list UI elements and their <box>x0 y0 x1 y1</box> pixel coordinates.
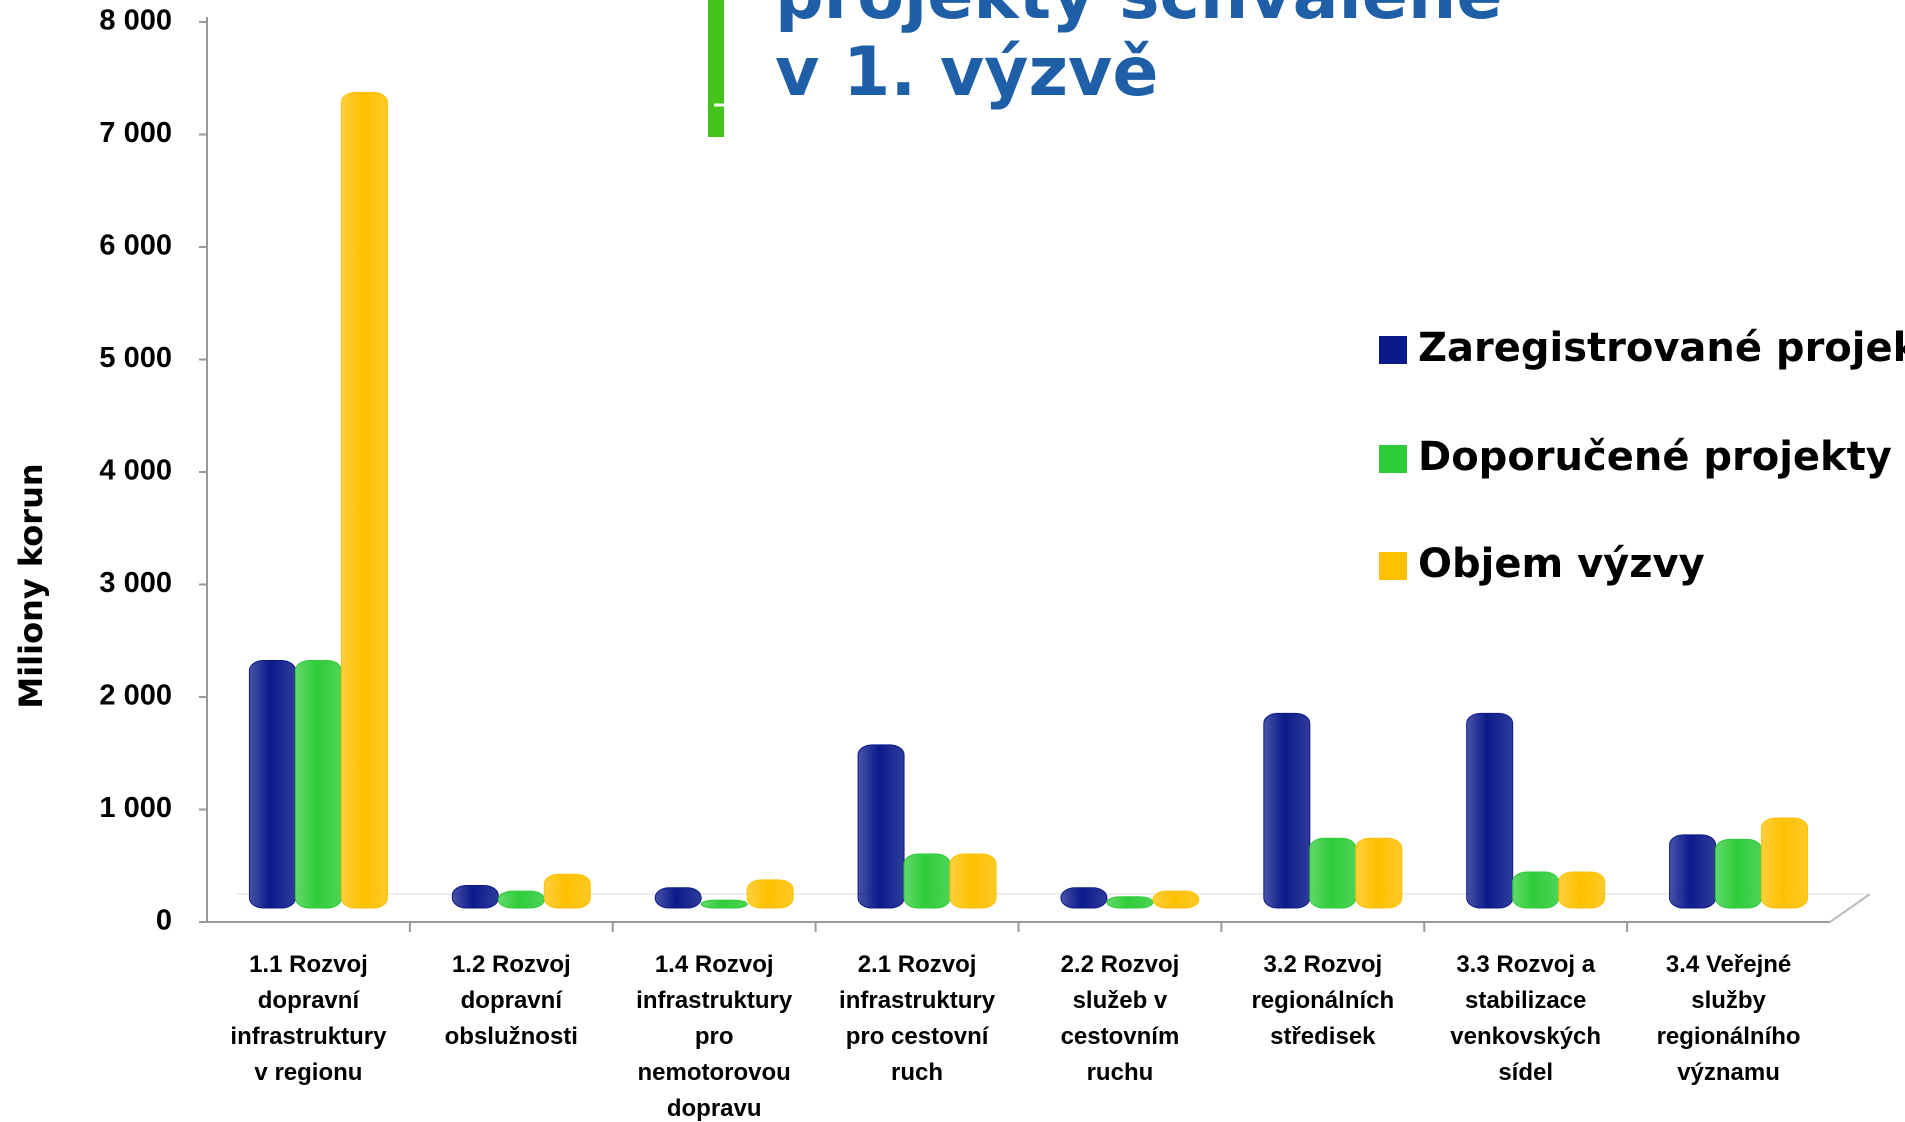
y-tick-label: 7 000 <box>99 117 172 149</box>
legend-label: Objem výzvy <box>1418 541 1705 587</box>
x-tick-label: 3.3 Rozvoj a stabilizace venkovských sídel <box>1450 951 1601 1086</box>
bar <box>700 899 748 909</box>
legend-swatch <box>1379 445 1407 473</box>
y-tick-label: 0 <box>156 905 172 937</box>
x-tick-label: 1.2 Rozvoj dopravní obslužnosti <box>445 951 578 1050</box>
bar <box>1060 887 1108 909</box>
x-tick-label: 1.4 Rozvoj infrastruktury pro nemotorovou do… <box>636 951 793 1122</box>
y-tick-label: 3 000 <box>99 567 172 599</box>
bar <box>294 660 342 909</box>
bar <box>1355 837 1403 909</box>
y-tick-label: 5 000 <box>99 342 172 374</box>
bar <box>903 853 951 909</box>
bar <box>1263 712 1311 909</box>
legend-label: Zaregistrované projekty <box>1418 325 1905 371</box>
y-tick-label: 1 000 <box>99 792 172 824</box>
bar <box>248 660 296 909</box>
x-tick-label: 3.2 Rozvoj regionálních středisek <box>1251 951 1394 1050</box>
bar <box>1152 890 1200 909</box>
bar <box>1558 871 1606 909</box>
x-tick-label: 2.1 Rozvoj infrastruktury pro cestovní ruch <box>839 951 996 1086</box>
y-tick-label: 6 000 <box>99 230 172 262</box>
bar <box>497 890 545 909</box>
chart-title: v 1. výzvě <box>775 33 1159 112</box>
title-accent <box>708 0 724 137</box>
y-axis-label: Miliony korun <box>12 463 50 708</box>
bar <box>1761 817 1809 909</box>
bar <box>1466 712 1514 909</box>
chart-title: projekty schválené <box>775 0 1502 35</box>
bar <box>746 879 794 909</box>
legend-swatch <box>1379 552 1407 580</box>
bar <box>1512 871 1560 909</box>
y-tick-label: 4 000 <box>99 455 172 487</box>
x-tick-label: 3.4 Veřejné služby regionálního významu <box>1657 951 1801 1086</box>
bar <box>340 91 388 909</box>
x-tick-label: 1.1 Rozvoj dopravní infrastruktury v region… <box>230 951 387 1086</box>
bar <box>1106 896 1154 909</box>
bar <box>451 885 499 909</box>
legend-swatch <box>1379 336 1407 364</box>
bar <box>654 887 702 909</box>
bar <box>1669 834 1717 909</box>
y-tick-label: 2 000 <box>99 680 172 712</box>
bar <box>857 744 905 909</box>
bar <box>543 873 591 909</box>
bar <box>949 853 997 909</box>
legend-label: Doporučené projekty <box>1418 434 1892 480</box>
floor-edge <box>1829 893 1871 923</box>
x-tick-label: 2.2 Rozvoj služeb v cestovním ruchu <box>1061 951 1180 1086</box>
y-tick-label: 8 000 <box>99 5 172 37</box>
bar <box>1309 837 1357 909</box>
bar <box>1715 838 1763 909</box>
